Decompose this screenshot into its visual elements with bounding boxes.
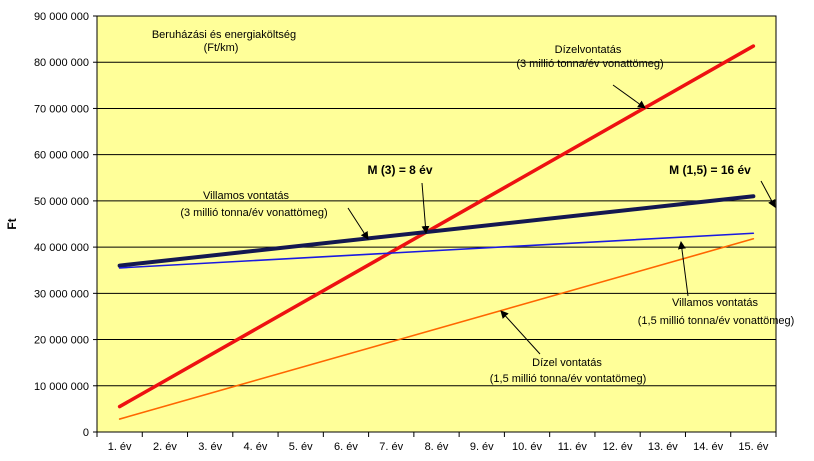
dizel-3-arrow <box>612 84 646 109</box>
y-tick-label: 60 000 000 <box>34 150 89 162</box>
chart-title-line-1: Beruházási és energiaköltség <box>152 29 296 41</box>
m15-arrow <box>760 180 776 208</box>
annotations: Beruházási és energiaköltség (Ft/km) Díz… <box>152 29 794 385</box>
y-axis-label: Ft <box>5 218 19 229</box>
y-tick-label: 30 000 000 <box>34 288 89 300</box>
x-tick-label: 9. év <box>470 441 494 453</box>
series-line-dizel3 <box>117 44 756 409</box>
villamos-3-arrow <box>347 207 369 240</box>
series-lines <box>117 44 756 420</box>
y-tick-label: 70 000 000 <box>34 103 89 115</box>
dizel-15-label-line-2: (1,5 millió tonna/év vontatömeg) <box>490 373 647 385</box>
dizel-15-arrow <box>500 310 541 355</box>
plot-border <box>96 15 777 433</box>
y-tick-label: 50 000 000 <box>34 196 89 208</box>
x-tick-label: 2. év <box>153 441 177 453</box>
m3-arrow <box>421 182 430 234</box>
x-tick-label: 5. év <box>289 441 313 453</box>
x-tick-label: 8. év <box>425 441 449 453</box>
series-line-villamos3 <box>117 194 756 268</box>
y-tick-label: 90 000 000 <box>34 11 89 23</box>
x-tick-label: 13. év <box>648 441 678 453</box>
y-axis-ticks: 0 10 000 000 20 000 000 30 000 000 40 000 00… <box>34 11 97 439</box>
x-tick-label: 14. év <box>693 441 723 453</box>
x-tick-label: 6. év <box>334 441 358 453</box>
dizel-3-label-line-1: Dízelvontatás <box>555 44 622 56</box>
x-tick-label: 15. év <box>738 441 768 453</box>
villamos-3-label-line-1: Villamos vontatás <box>203 190 290 202</box>
y-tick-label: 40 000 000 <box>34 242 89 254</box>
x-tick-label: 3. év <box>198 441 222 453</box>
y-tick-label: 80 000 000 <box>34 57 89 69</box>
villamos-15-label-line-1: Villamos vontatás <box>672 297 759 309</box>
x-tick-label: 7. év <box>379 441 403 453</box>
x-tick-label: 4. év <box>244 441 268 453</box>
y-tick-label: 10 000 000 <box>34 381 89 393</box>
series-line-villamos15 <box>118 232 755 269</box>
dizel-3-label-line-2: (3 millió tonna/év vonattömeg) <box>516 58 663 70</box>
m3-label: M (3) = 8 év <box>367 163 432 177</box>
m15-label: M (1,5) = 16 év <box>669 163 751 177</box>
villamos-15-label-line-2: (1,5 millió tonna/év vonattömeg) <box>638 315 795 327</box>
x-axis-ticks: 1. év 2. év 3. év 4. év 5. év 6. év 7. év 8. év… <box>96 432 777 453</box>
villamos-3-label-line-2: (3 millió tonna/év vonattömeg) <box>180 207 327 219</box>
chart-title-line-2: (Ft/km) <box>204 42 239 54</box>
series-line-dizel15 <box>118 237 755 420</box>
x-tick-label: 1. év <box>108 441 132 453</box>
x-tick-label: 12. év <box>603 441 633 453</box>
x-tick-label: 10. év <box>512 441 542 453</box>
x-tick-label: 11. év <box>558 441 588 453</box>
dizel-15-label-line-1: Dízel vontatás <box>532 357 602 369</box>
plot-area <box>97 16 776 432</box>
villamos-15-arrow <box>677 241 689 297</box>
y-tick-label: 0 <box>83 427 89 439</box>
y-tick-label: 20 000 000 <box>34 335 89 347</box>
